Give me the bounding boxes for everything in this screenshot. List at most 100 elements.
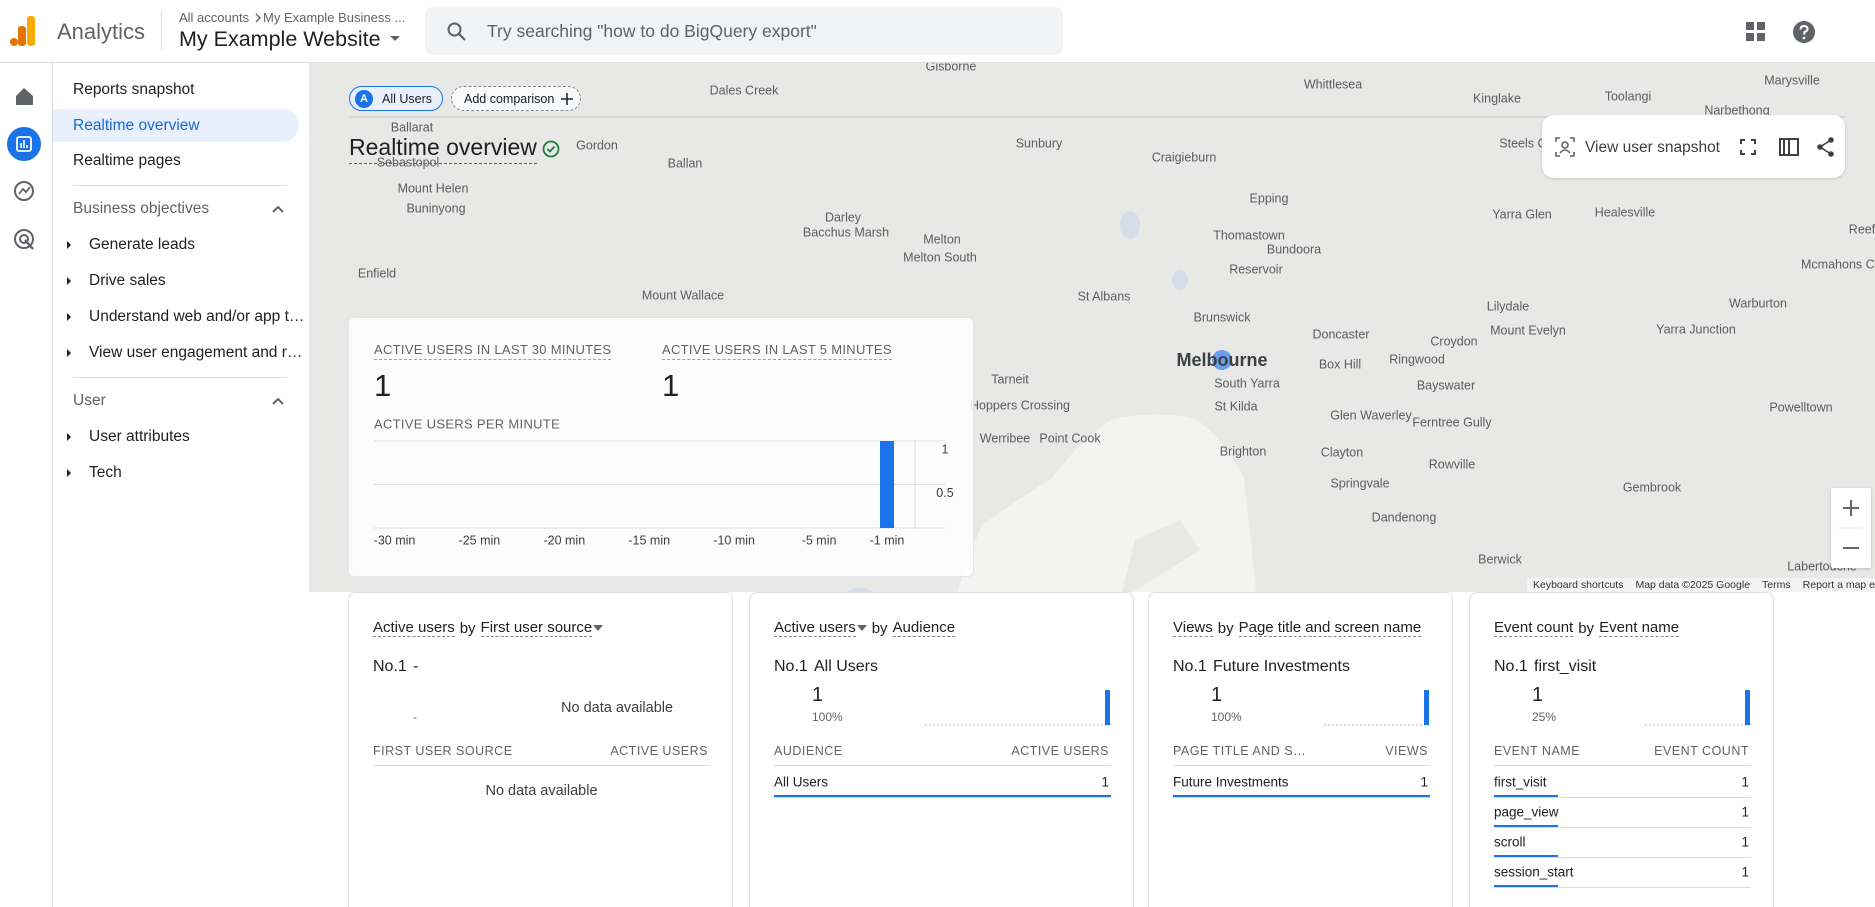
compare-icon[interactable] — [1778, 137, 1800, 157]
property-name[interactable]: My Example Website — [179, 27, 381, 51]
place-label: Gisborne — [926, 63, 977, 73]
row-label[interactable]: session_start — [1494, 864, 1574, 880]
sparkline — [1324, 690, 1430, 726]
row-rule — [1494, 857, 1751, 858]
collapse-chevron — [272, 397, 284, 405]
map-footer-link[interactable]: Report a map error — [1802, 579, 1875, 591]
divider — [161, 12, 162, 50]
arrow-path — [67, 433, 71, 441]
place-label: Rowville — [1429, 457, 1476, 471]
place-label: Reef — [1849, 222, 1875, 236]
breadcrumb-account[interactable]: All accounts — [179, 10, 250, 25]
chip-label: All Users — [382, 92, 433, 106]
map-footer-link[interactable]: Terms — [1762, 579, 1791, 591]
snapshot-icon[interactable] — [1554, 136, 1576, 158]
card-title-metric[interactable]: Views — [1173, 619, 1213, 637]
nav-item[interactable]: Understand web and/or app t… — [89, 308, 305, 325]
nav-section-title[interactable]: Business objectives — [73, 200, 210, 217]
advertising-icon[interactable] — [14, 229, 34, 249]
logo[interactable] — [10, 16, 40, 48]
zoom-in[interactable] — [1843, 500, 1859, 516]
column-header: EVENT NAME — [1494, 744, 1581, 758]
comparison-chip[interactable]: A All Users — [349, 86, 443, 111]
property-caret[interactable] — [389, 35, 401, 43]
map-footer-link[interactable]: Keyboard shortcuts — [1533, 579, 1624, 591]
snapshot-button[interactable]: View user snapshot — [1585, 139, 1720, 156]
explore-icon[interactable] — [14, 181, 34, 201]
place-label: Warburton — [1729, 296, 1787, 310]
card-title-dimension[interactable]: Page title and screen name — [1238, 619, 1422, 637]
dropdown-caret[interactable] — [593, 625, 604, 631]
row-label[interactable]: Future Investments — [1173, 774, 1289, 790]
search-box[interactable]: Try searching "how to do BigQuery export… — [425, 7, 1063, 55]
realtime-summary: ACTIVE USERS IN LAST 30 MINUTES 1 ACTIVE… — [348, 317, 974, 577]
icon-rail — [0, 63, 53, 907]
selected-highlight — [53, 109, 299, 142]
card-title-metric[interactable]: Active users — [373, 619, 455, 637]
snapshot-panel: View user snapshot — [1542, 115, 1845, 178]
card-title-metric[interactable]: Active users — [774, 619, 856, 637]
nav-section-title[interactable]: User — [73, 392, 106, 409]
x-tick-label: -10 min — [713, 533, 755, 547]
place-label: Gembrook — [1623, 480, 1682, 494]
nav-item[interactable]: User attributes — [89, 428, 190, 445]
row-share-bar — [1173, 795, 1430, 797]
chart-empty: No data available — [561, 700, 674, 716]
breadcrumb-business[interactable]: My Example Business ... — [263, 10, 406, 25]
row-label[interactable]: first_visit — [1494, 774, 1547, 790]
card-title: Event count by Event name — [1494, 619, 1680, 637]
help-icon[interactable] — [1792, 20, 1816, 44]
expand-arrow — [67, 241, 71, 249]
place-label: Tarneit — [991, 372, 1029, 386]
expand-arrow — [67, 433, 71, 441]
row-label[interactable]: All Users — [774, 774, 829, 790]
dropdown-caret[interactable] — [856, 625, 867, 631]
place-label: Brunswick — [1194, 310, 1252, 324]
zoom-controls — [1831, 488, 1871, 568]
row-label[interactable]: scroll — [1494, 834, 1526, 850]
place-label: Mount Evelyn — [1490, 323, 1566, 337]
card-title-by: by — [871, 619, 888, 637]
x-tick-label: -5 min — [802, 533, 837, 547]
home-icon[interactable] — [16, 88, 33, 105]
nav-item[interactable]: Generate leads — [89, 236, 195, 253]
row-share-bar — [1494, 825, 1559, 827]
card-title-metric[interactable]: Event count — [1494, 619, 1574, 637]
highlight-place: Melbourne — [1176, 350, 1267, 370]
place-label: Sebastopol — [377, 155, 440, 169]
apps-icon[interactable] — [1745, 21, 1767, 43]
row-label[interactable]: page_view — [1494, 804, 1559, 820]
report-card: Event count by Event name No.1 first_visit 1 2… — [1469, 592, 1774, 907]
metric-label: ACTIVE USERS IN LAST 30 MINUTES — [374, 342, 612, 360]
card-title-dimension[interactable]: Event name — [1599, 619, 1680, 637]
place-label: Clayton — [1321, 445, 1363, 459]
card-title-dimension[interactable]: Audience — [892, 619, 956, 637]
place-label: Narbethong — [1704, 103, 1769, 117]
nav-item[interactable]: Reports snapshot — [73, 81, 195, 98]
table-empty: No data available — [485, 783, 598, 799]
metric-value: 1 — [662, 368, 680, 403]
nav-item[interactable]: Drive sales — [89, 272, 166, 289]
add-comparison[interactable]: Add comparison — [451, 86, 581, 111]
column-header: ACTIVE USERS — [610, 744, 708, 758]
plus-icon — [561, 93, 573, 105]
card-title: Views by Page title and screen name — [1173, 619, 1422, 637]
nav-item[interactable]: Tech — [89, 464, 122, 481]
top-label: - — [413, 658, 419, 675]
share-icon[interactable] — [1816, 136, 1836, 158]
place-label: Box Hill — [1319, 357, 1361, 371]
y-tick-label: 0.5 — [936, 486, 953, 500]
map-footer: Keyboard shortcuts Map data ©2025 Google T… — [1527, 578, 1875, 592]
report-card: Active users by Audience No.1 All Users 1 100%… — [749, 592, 1134, 907]
advertising-glyph — [19, 234, 29, 244]
nav-item[interactable]: View user engagement and r… — [89, 344, 303, 361]
top-label: All Users — [814, 658, 879, 675]
nav-item-selected[interactable]: Realtime overview — [73, 117, 200, 134]
card-title-dimension[interactable]: First user source — [480, 619, 593, 637]
map-footer-link[interactable]: Map data ©2025 Google — [1635, 579, 1751, 591]
expand-arrow — [67, 349, 71, 357]
fullscreen-icon[interactable] — [1739, 138, 1757, 156]
nav-item[interactable]: Realtime pages — [73, 152, 181, 169]
report-nav: Reports snapshot Realtime overview Realt… — [53, 63, 309, 907]
